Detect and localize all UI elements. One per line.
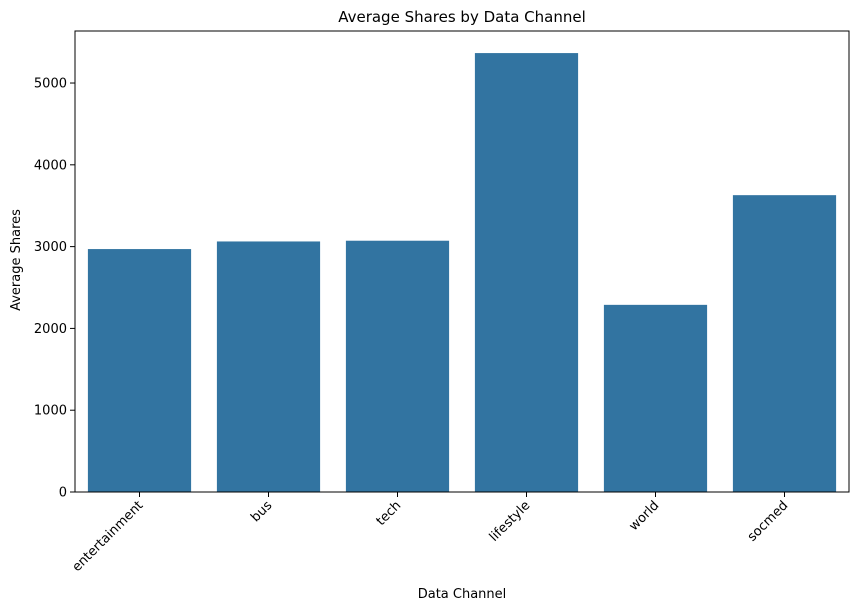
x-tick-label: entertainment [70,498,147,575]
plot-frame [74,30,850,493]
bar-bus [216,241,321,492]
plot-area-border [74,30,850,493]
y-axis-ticks: 0 1000 2000 3000 4000 5000 [34,77,75,501]
y-tick-label: 5000 [34,77,67,92]
y-tick-label: 3000 [34,240,67,255]
y-tick-label: 4000 [34,158,67,173]
bar-entertainment [87,249,192,492]
x-tick-label: tech [374,498,405,529]
x-tick-label: world [626,498,662,534]
chart-title: Average Shares by Data Channel [338,8,586,26]
x-tick-label: bus [248,498,275,525]
y-tick-label: 2000 [34,322,67,337]
bar-socmed [732,195,837,493]
x-tick-label: lifestyle [487,498,534,545]
bar-world [603,304,708,492]
bar-lifestyle [474,53,579,493]
y-axis-title: Average Shares [9,209,24,311]
y-tick-label: 1000 [34,404,67,419]
x-axis-title: Data Channel [418,587,507,602]
y-tick-label: 0 [59,486,67,501]
bar-tech [345,240,450,492]
x-tick-label: socmed [745,498,792,545]
bars-layer [87,53,837,493]
x-axis-ticks: entertainment bus tech lifestyle world socmed [70,492,792,575]
